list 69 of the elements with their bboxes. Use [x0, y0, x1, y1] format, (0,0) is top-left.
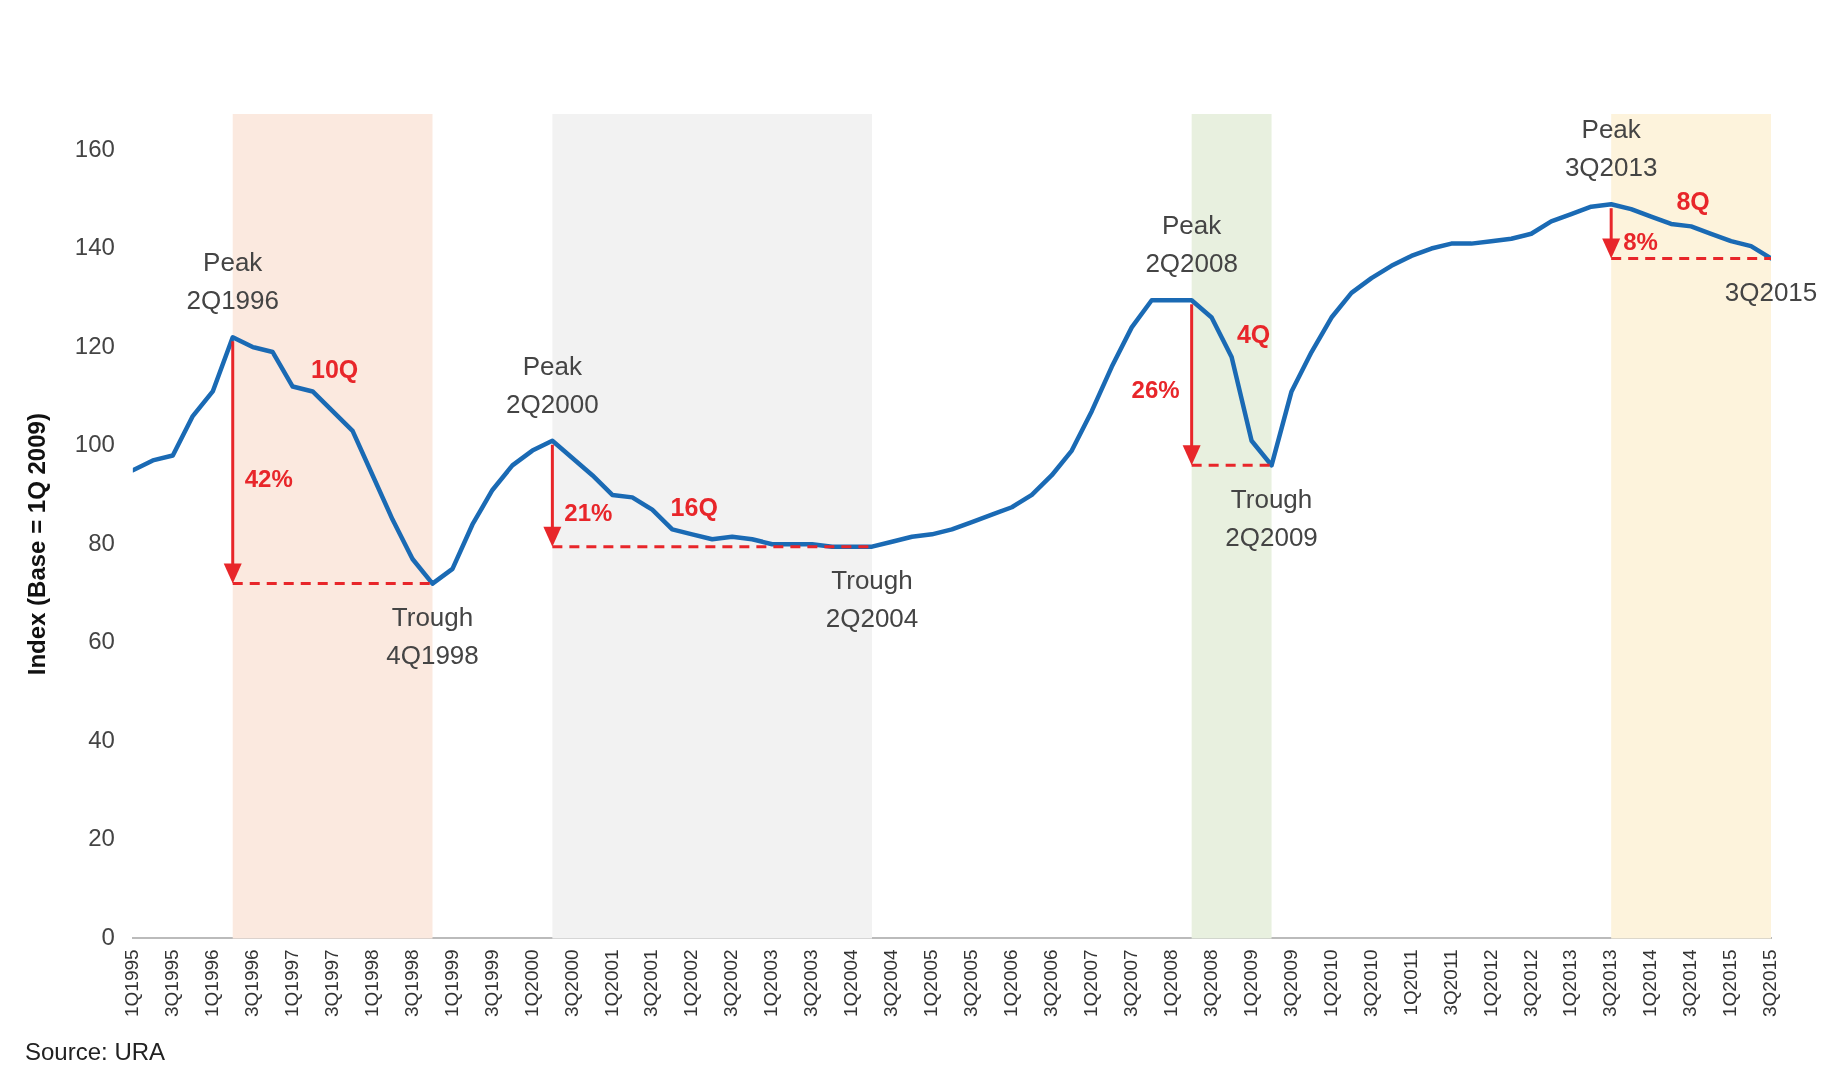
y-tick-label: 100 — [74, 430, 115, 458]
x-tick-label: 3Q1998 — [400, 949, 422, 1018]
y-tick-label: 80 — [88, 528, 115, 556]
x-tick-label: 3Q2002 — [720, 949, 742, 1018]
x-tick-label: 1Q2003 — [760, 949, 782, 1018]
x-tick-label: 1Q2012 — [1479, 949, 1501, 1018]
x-tick-label: 3Q2007 — [1119, 949, 1141, 1018]
annotation: 21% — [564, 499, 613, 527]
x-tick-label: 1Q2007 — [1080, 949, 1101, 1018]
band-label: 4Q — [1236, 320, 1271, 349]
x-tick-label: 1Q2006 — [1000, 949, 1022, 1018]
x-tick-label: 3Q2015 — [1759, 949, 1781, 1018]
x-tick-label: 3Q2004 — [880, 948, 902, 1018]
annotation: 3Q2015 — [1724, 276, 1818, 307]
y-tick-label: 120 — [74, 331, 115, 359]
band-label: 8Q — [1676, 187, 1710, 216]
x-tick-label: 1Q2005 — [920, 949, 942, 1018]
x-tick-label: 1Q1996 — [200, 949, 222, 1018]
band-label: 10Q — [311, 354, 359, 383]
x-tick-label: 3Q1999 — [480, 949, 502, 1018]
annotation: Trough 4Q1998 — [386, 601, 479, 670]
annotation: 26% — [1131, 376, 1180, 404]
y-tick-label: 20 — [88, 824, 115, 852]
y-tick-label: 140 — [74, 233, 115, 261]
annotation: Trough 2Q2004 — [825, 564, 919, 633]
x-tick-label: 3Q2011 — [1439, 949, 1461, 1016]
x-tick-label: 1Q2004 — [840, 948, 862, 1018]
x-tick-label: 1Q1998 — [360, 949, 382, 1018]
x-tick-label: 1Q2013 — [1559, 949, 1581, 1018]
x-tick-label: 3Q2005 — [960, 949, 982, 1018]
x-tick-label: 3Q2006 — [1040, 949, 1062, 1018]
annotation: 8% — [1623, 228, 1658, 256]
band-label: 16Q — [670, 492, 718, 521]
y-axis-title: Index (Base = 1Q 2009) — [23, 413, 51, 676]
x-tick-label: 3Q2012 — [1519, 949, 1541, 1018]
y-tick-label: 60 — [88, 627, 115, 655]
x-tick-label: 1Q2014 — [1639, 948, 1661, 1018]
x-tick-label: 3Q2000 — [560, 949, 582, 1018]
x-tick-label: 1Q2001 — [600, 949, 622, 1018]
y-tick-label: 0 — [101, 923, 115, 951]
x-tick-label: 3Q2003 — [800, 949, 822, 1018]
x-tick-label: 1Q1995 — [121, 949, 143, 1018]
annotation: Trough 2Q2009 — [1225, 483, 1318, 552]
y-tick-label: 40 — [88, 725, 115, 753]
x-tick-label: 1Q2008 — [1159, 949, 1181, 1018]
y-tick-label: 160 — [74, 134, 115, 162]
x-tick-label: 1Q2010 — [1319, 949, 1341, 1018]
x-tick-label: 1Q2002 — [680, 949, 702, 1018]
x-tick-label: 3Q2001 — [640, 949, 662, 1018]
x-tick-label: 3Q1996 — [240, 949, 262, 1018]
annotation: Peak 2Q2008 — [1145, 210, 1238, 279]
x-tick-label: 3Q2010 — [1359, 949, 1381, 1018]
x-tick-label: 3Q1997 — [320, 949, 342, 1018]
x-tick-label: 1Q2009 — [1239, 949, 1261, 1018]
x-tick-label: 1Q1999 — [440, 949, 462, 1018]
x-tick-label: 1Q2015 — [1719, 949, 1741, 1018]
x-tick-label: 3Q2008 — [1199, 949, 1221, 1018]
annotation: Peak 2Q2000 — [506, 350, 599, 419]
source-note: Source: URA — [25, 1038, 166, 1066]
annotation: 42% — [244, 464, 293, 492]
x-tick-label: 1Q1997 — [280, 949, 302, 1018]
x-tick-label: 3Q2009 — [1279, 949, 1301, 1018]
x-tick-label: 1Q2011 — [1399, 949, 1421, 1016]
x-tick-label: 1Q2000 — [520, 949, 542, 1018]
x-tick-label: 3Q2014 — [1679, 948, 1701, 1018]
x-tick-label: 3Q2013 — [1599, 949, 1621, 1018]
annotation: Peak 2Q1996 — [186, 247, 279, 316]
annotation: Peak 3Q2013 — [1564, 114, 1658, 183]
x-tick-label: 3Q1995 — [161, 949, 183, 1018]
